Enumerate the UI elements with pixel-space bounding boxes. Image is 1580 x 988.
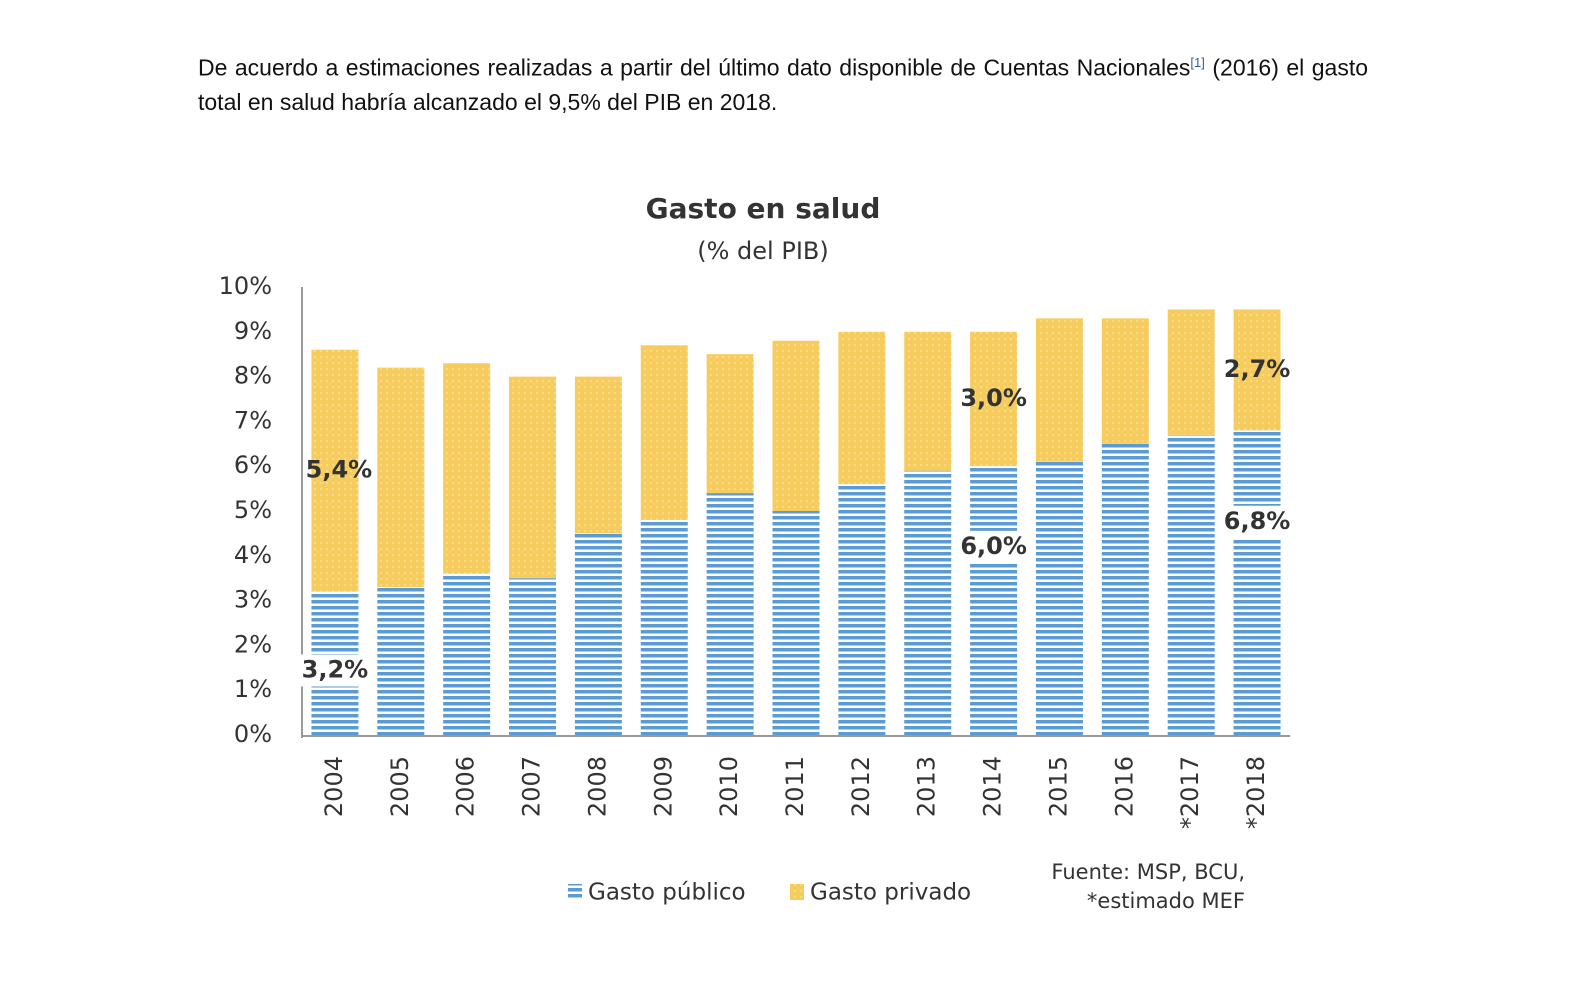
bar-segment (509, 578, 557, 735)
legend-label: Gasto público (588, 880, 746, 906)
bar-segment (574, 533, 622, 735)
bar-segment (640, 519, 688, 735)
bar-segment (377, 367, 425, 588)
x-tick-label: 2014 (979, 756, 1007, 817)
y-tick-label: 2% (234, 630, 272, 658)
source-note: Fuente: MSP, BCU, (1051, 860, 1245, 884)
chart-title: Gasto en salud (646, 192, 881, 225)
x-tick-label: 2016 (1110, 756, 1138, 817)
x-tick-label: 2009 (649, 756, 677, 817)
x-tick-label: 2012 (847, 756, 875, 817)
y-tick-label: 0% (234, 720, 272, 748)
x-tick-label: 2007 (518, 756, 546, 817)
bar-segment (443, 363, 491, 574)
bar-segment (1035, 318, 1083, 462)
bar-segment (706, 493, 754, 735)
y-tick-label: 5% (234, 496, 272, 524)
paragraph-text: (2016) el gasto total en salud habría al… (198, 54, 1369, 115)
bar-segment (904, 470, 952, 735)
x-tick-label: 2015 (1044, 756, 1072, 817)
data-label: 6,8% (1224, 507, 1291, 535)
bar-segment (1035, 461, 1083, 735)
bar-segment (1167, 434, 1215, 735)
x-tick-label: 2006 (452, 756, 480, 817)
bar-segment (970, 466, 1018, 735)
y-tick-label: 10% (219, 272, 272, 300)
data-label: 3,0% (960, 384, 1027, 412)
bar-segment (311, 349, 359, 592)
data-label: 6,0% (960, 532, 1027, 560)
bar-segment (574, 376, 622, 534)
legend-label: Gasto privado (810, 880, 971, 906)
y-tick-label: 3% (234, 586, 272, 614)
source-note: *estimado MEF (1087, 889, 1245, 913)
y-tick-label: 9% (234, 317, 272, 345)
legend-swatch (568, 884, 582, 900)
bar-segment (838, 331, 886, 485)
bar-segment (377, 587, 425, 735)
data-label: 5,4% (306, 456, 373, 484)
data-label: 3,2% (302, 655, 369, 683)
bar-segment (1101, 443, 1149, 735)
chart-subtitle: (% del PIB) (697, 237, 828, 265)
bar-segment (970, 331, 1018, 467)
x-tick-label: 2013 (913, 756, 941, 817)
data-label-bg (300, 654, 369, 687)
bar-segment (1167, 309, 1215, 435)
y-tick-label: 8% (234, 362, 272, 390)
data-label: 2,7% (1224, 355, 1291, 383)
y-tick-label: 6% (234, 451, 272, 479)
bar-segment (904, 331, 952, 471)
y-tick-label: 4% (234, 541, 272, 569)
bar-segment (706, 354, 754, 494)
legend-swatch (790, 884, 804, 900)
x-tick-label: *2018 (1242, 756, 1270, 829)
x-tick-label: 2011 (781, 756, 809, 817)
bar-segment (1101, 318, 1149, 444)
bar-segment (838, 484, 886, 735)
paragraph-text: De acuerdo a estimaciones realizadas a p… (198, 54, 1191, 81)
bar-segment (772, 511, 820, 735)
x-tick-label: 2004 (320, 756, 348, 817)
x-tick-label: 2010 (715, 756, 743, 817)
y-tick-label: 1% (234, 675, 272, 703)
x-tick-label: 2005 (386, 756, 414, 817)
bar-segment (1233, 309, 1281, 431)
bar-segment (509, 376, 557, 579)
paragraph: De acuerdo a estimaciones realizadas a p… (198, 46, 1368, 119)
bar-segment (640, 345, 688, 520)
bar-segment (772, 340, 820, 511)
data-label-bg (959, 530, 1028, 563)
data-label-bg (1223, 505, 1292, 538)
x-tick-label: 2008 (583, 756, 611, 817)
x-tick-label: *2017 (1176, 756, 1204, 829)
y-tick-label: 7% (234, 406, 272, 434)
footnote-ref[interactable]: [1] (1190, 55, 1205, 70)
bar-segment (1233, 430, 1281, 735)
bar-segment (443, 573, 491, 735)
